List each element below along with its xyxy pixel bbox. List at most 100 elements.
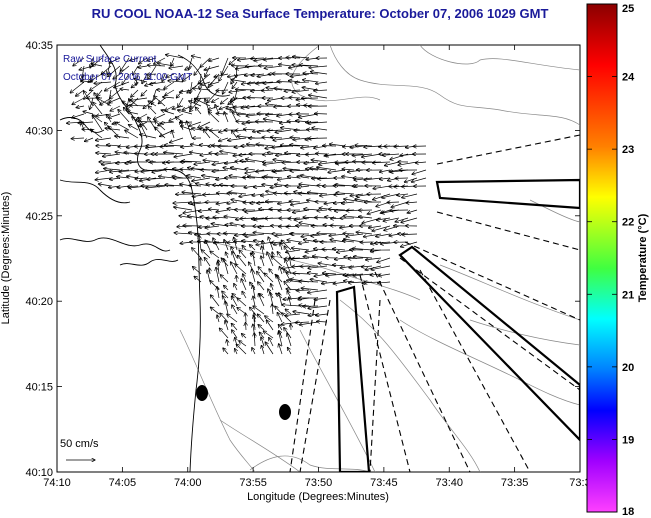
overlay-line-2: October 07, 2006 11:00 GMT — [63, 72, 192, 83]
current-vector — [316, 154, 328, 155]
current-vector — [299, 242, 310, 244]
current-vector — [227, 340, 228, 347]
coastline — [59, 45, 231, 472]
x-tick-label: 73:45 — [370, 477, 398, 489]
current-vector — [100, 97, 112, 105]
buoy-marker-1 — [196, 385, 208, 401]
current-vector — [296, 290, 310, 291]
current-vector — [290, 145, 310, 146]
current-vector — [316, 314, 328, 316]
current-vector — [269, 338, 274, 347]
current-vector — [253, 306, 265, 315]
current-vector — [277, 312, 283, 323]
current-vector — [231, 262, 238, 275]
current-vector — [194, 98, 211, 107]
current-vector — [206, 127, 220, 139]
current-vector — [70, 81, 85, 93]
current-vector — [317, 233, 337, 234]
current-vector — [261, 90, 274, 91]
current-vector — [113, 73, 121, 79]
current-vector — [242, 245, 247, 251]
current-vector — [245, 169, 256, 170]
current-vector — [216, 193, 229, 194]
current-vector — [193, 88, 211, 90]
current-vector — [407, 209, 418, 213]
current-vector — [276, 154, 292, 155]
current-vector — [411, 177, 427, 182]
current-vector — [218, 146, 238, 147]
current-vector — [178, 97, 184, 107]
current-vector — [141, 89, 148, 96]
scale-label: 50 cm/s — [60, 438, 99, 450]
current-vector — [335, 185, 355, 186]
current-vector — [412, 169, 427, 174]
current-vector — [314, 298, 328, 300]
current-vector — [373, 185, 391, 189]
current-vector — [91, 64, 103, 67]
current-vector — [79, 65, 94, 70]
current-vector — [236, 344, 247, 355]
current-vector — [299, 223, 319, 227]
current-vector — [192, 248, 202, 259]
current-vector — [152, 169, 166, 172]
y-tick-label: 40:25 — [25, 211, 53, 223]
current-vector — [253, 296, 255, 307]
current-vector — [205, 240, 211, 251]
current-vector — [397, 194, 409, 195]
current-vector — [230, 168, 247, 171]
current-vector — [219, 65, 229, 81]
current-vector — [235, 264, 247, 275]
current-vector — [282, 305, 301, 306]
current-vector — [252, 269, 256, 283]
current-vector — [342, 169, 355, 170]
y-tick-label: 40:20 — [25, 296, 53, 308]
current-vector — [232, 81, 238, 89]
current-vector — [131, 89, 139, 97]
current-vector — [273, 137, 292, 140]
current-vector — [247, 144, 265, 146]
current-vector — [384, 161, 400, 166]
current-vector — [227, 202, 238, 204]
current-vector — [199, 235, 201, 251]
current-vector — [224, 240, 229, 251]
current-vector — [147, 65, 166, 66]
current-vector — [194, 276, 202, 283]
current-vector — [297, 186, 310, 188]
current-vector — [160, 122, 175, 123]
current-vector — [364, 178, 382, 180]
current-vector — [256, 144, 274, 146]
buoy-marker-2 — [279, 404, 291, 420]
current-vector — [415, 162, 427, 163]
current-vector — [217, 315, 219, 323]
y-tick-label: 40:30 — [25, 125, 53, 137]
current-vector — [76, 89, 85, 96]
current-vector — [348, 282, 364, 283]
current-vector — [342, 176, 355, 178]
current-vector — [109, 57, 121, 63]
current-vector — [224, 285, 229, 291]
current-vector — [282, 313, 292, 323]
current-vector — [115, 136, 130, 138]
current-vector — [227, 73, 247, 77]
current-vector — [308, 305, 328, 308]
current-vector — [263, 161, 283, 165]
current-vector — [285, 314, 301, 316]
current-vector — [275, 129, 292, 132]
current-vector — [271, 284, 273, 291]
current-vector — [220, 275, 229, 283]
current-vector — [308, 122, 328, 123]
current-vector — [212, 170, 229, 171]
current-vector — [210, 295, 220, 307]
current-vector — [269, 269, 274, 275]
current-vector — [212, 97, 220, 102]
y-axis-ticks: 40:35 40:30 40:25 40:20 40:15 40:10 — [25, 40, 580, 479]
current-vector — [164, 81, 175, 89]
colorbar-tick-label: 20 — [622, 362, 634, 374]
current-vector — [204, 257, 211, 267]
current-vector — [326, 274, 346, 276]
current-vector — [216, 210, 229, 212]
map-title: RU COOL NOAA-12 Sea Surface Temperature:… — [91, 6, 549, 21]
current-vector — [398, 161, 418, 165]
current-vector — [122, 73, 130, 85]
current-vector — [83, 111, 94, 115]
